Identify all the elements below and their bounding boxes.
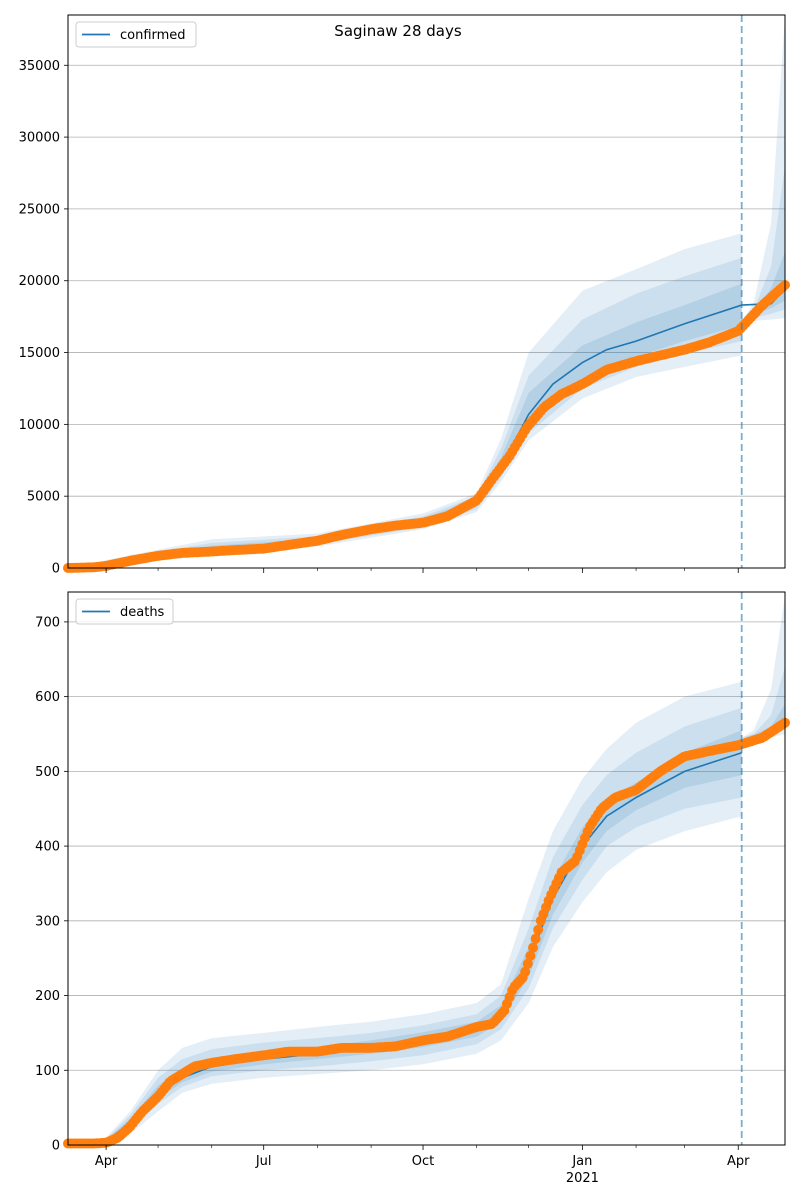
confirmed-y-tick-label: 15000: [19, 346, 60, 361]
deaths-observed-point: [528, 942, 538, 953]
deaths-y-tick-label: 700: [35, 615, 60, 630]
deaths-legend-label: deaths: [120, 605, 165, 620]
deaths-y-tick-label: 100: [35, 1064, 60, 1079]
confirmed-legend: confirmed: [75, 21, 197, 48]
deaths-y-tick-label: 0: [52, 1139, 60, 1154]
confirmed-y-tick-label: 30000: [19, 131, 60, 146]
confirmed-y-tick-label: 25000: [19, 202, 60, 217]
deaths-y-tick-label: 400: [35, 840, 60, 855]
chart-title: Saginaw 28 days: [334, 22, 462, 40]
deaths-panel: 0 100 200 300 400 500 600 700 Apr Jul Oct Jan Apr 202…: [35, 591, 790, 1186]
confirmed-y-tick-label: 5000: [27, 490, 60, 505]
deaths-y-tick-label: 200: [35, 989, 60, 1004]
confirmed-forecast-band: [741, 252, 785, 323]
confirmed-legend-label: confirmed: [120, 28, 186, 43]
confirmed-band: [68, 257, 742, 568]
deaths-observed-point: [525, 950, 536, 961]
confirmed-y-tick-label: 0: [52, 562, 60, 577]
x-tick-label: Jan: [571, 1154, 592, 1169]
deaths-forecast-band: [741, 704, 785, 738]
deaths-observed-point: [522, 958, 533, 969]
confirmed-forecast-band: [741, 15, 785, 324]
confirmed-y-tick-label: 35000: [19, 59, 60, 74]
deaths-y-tick-label: 500: [35, 765, 60, 780]
deaths-axes-frame: [67, 591, 786, 1146]
confirmed-panel: 0 5000 10000 15000 20000 25000 30000 35000 confi…: [19, 14, 790, 577]
confirmed-band: [68, 283, 742, 568]
deaths-observed-point: [520, 966, 531, 977]
confirmed-y-tick-label: 10000: [19, 418, 60, 433]
confirmed-y-tick-label: 20000: [19, 274, 60, 289]
confirmed-axes-frame: [67, 14, 786, 569]
deaths-y-tick-label: 600: [35, 690, 60, 705]
x-tick-label: Oct: [412, 1154, 434, 1169]
x-year-label: 2021: [566, 1171, 599, 1186]
deaths-forecast-band: [741, 595, 785, 740]
deaths-band: [68, 707, 742, 1145]
deaths-y-tick-label: 300: [35, 914, 60, 929]
x-tick-label: Apr: [727, 1154, 750, 1169]
deaths-observed-point: [533, 924, 544, 935]
deaths-legend: deaths: [75, 598, 174, 625]
confirmed-forecast-band: [741, 165, 785, 323]
confirmed-band: [68, 233, 742, 569]
deaths-legend-box: [75, 598, 174, 625]
x-tick-label: Jul: [255, 1154, 272, 1169]
deaths-forecast-band: [741, 666, 785, 738]
deaths-band: [68, 681, 742, 1145]
x-tick-label: Apr: [95, 1154, 118, 1169]
deaths-observed-point: [530, 933, 541, 944]
confirmed-legend-box: [75, 21, 197, 48]
deaths-band: [68, 730, 742, 1145]
